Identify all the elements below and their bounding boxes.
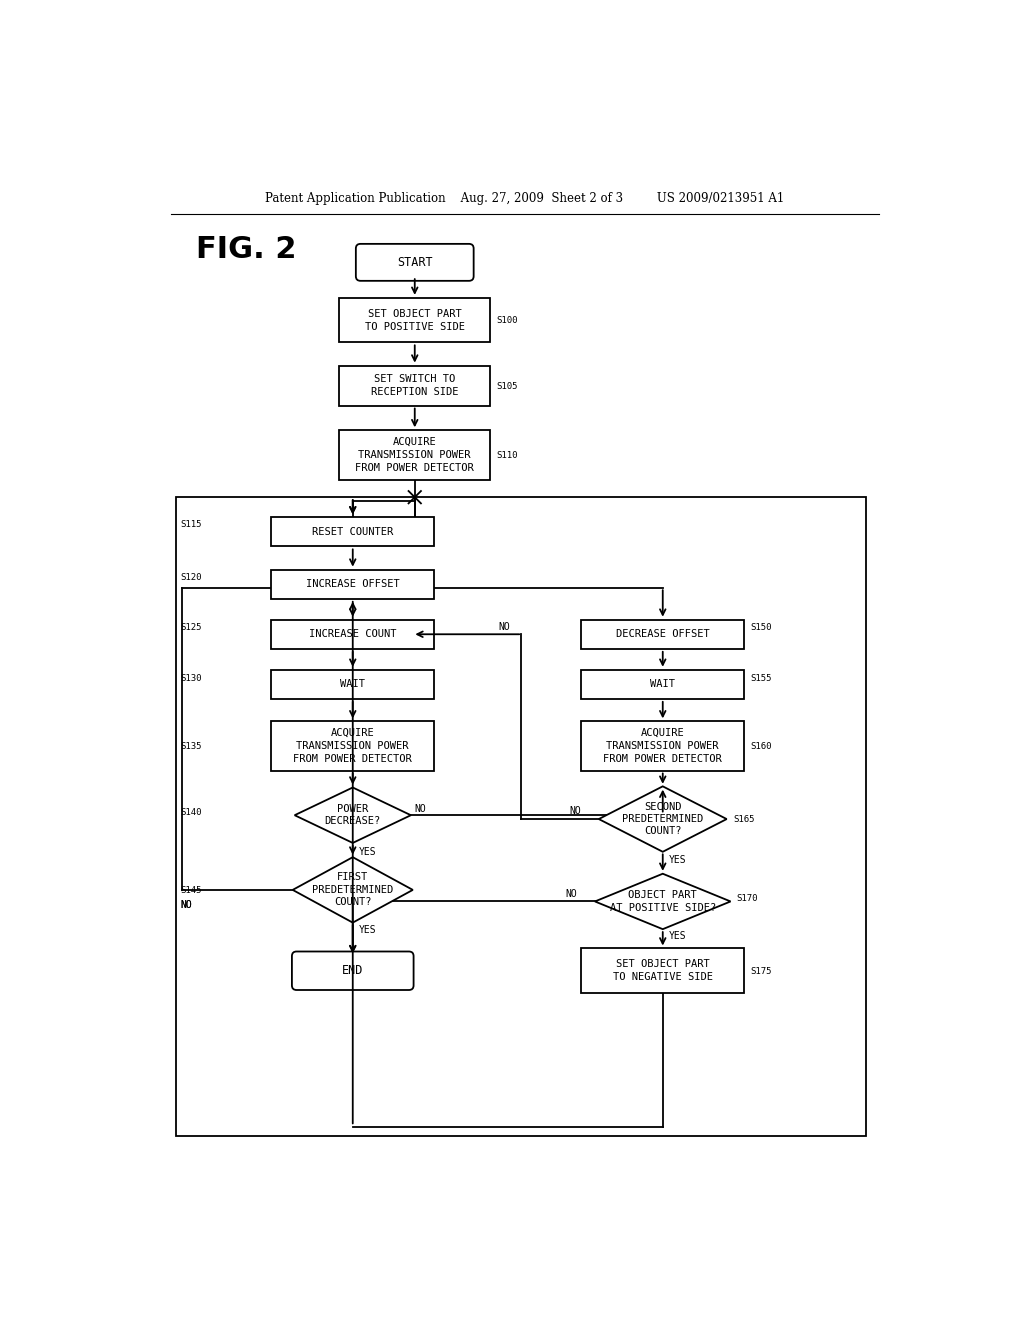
Text: YES: YES xyxy=(669,855,686,865)
Text: S110: S110 xyxy=(497,451,518,459)
Bar xyxy=(271,619,434,649)
Text: NO: NO xyxy=(566,888,578,899)
Bar xyxy=(582,721,744,771)
Text: FIRST
PREDETERMINED
COUNT?: FIRST PREDETERMINED COUNT? xyxy=(312,873,393,907)
Text: NO: NO xyxy=(498,622,510,631)
Text: S100: S100 xyxy=(497,317,518,325)
Polygon shape xyxy=(599,787,727,851)
Text: YES: YES xyxy=(359,925,377,935)
Text: S170: S170 xyxy=(736,894,758,903)
FancyBboxPatch shape xyxy=(292,952,414,990)
Bar xyxy=(582,669,744,700)
Bar xyxy=(271,570,434,599)
Text: SET OBJECT PART
TO NEGATIVE SIDE: SET OBJECT PART TO NEGATIVE SIDE xyxy=(612,960,713,982)
Bar xyxy=(339,298,490,342)
Text: S105: S105 xyxy=(497,381,518,391)
Bar xyxy=(176,498,866,1137)
Bar xyxy=(339,430,490,480)
Text: SET OBJECT PART
TO POSITIVE SIDE: SET OBJECT PART TO POSITIVE SIDE xyxy=(365,309,465,331)
Text: INCREASE OFFSET: INCREASE OFFSET xyxy=(306,579,399,589)
Polygon shape xyxy=(295,788,411,843)
Text: INCREASE COUNT: INCREASE COUNT xyxy=(309,630,396,639)
Text: POWER
DECREASE?: POWER DECREASE? xyxy=(325,804,381,826)
Bar xyxy=(582,619,744,649)
FancyBboxPatch shape xyxy=(356,244,474,281)
Bar xyxy=(339,366,490,405)
Text: WAIT: WAIT xyxy=(340,680,366,689)
Text: YES: YES xyxy=(359,847,377,857)
Text: S145: S145 xyxy=(180,886,202,895)
Text: WAIT: WAIT xyxy=(650,680,675,689)
Text: S140: S140 xyxy=(180,808,202,817)
Text: ACQUIRE
TRANSMISSION POWER
FROM POWER DETECTOR: ACQUIRE TRANSMISSION POWER FROM POWER DE… xyxy=(355,437,474,473)
Text: S125: S125 xyxy=(180,623,202,632)
Text: S165: S165 xyxy=(733,816,755,824)
Text: S115: S115 xyxy=(180,520,202,528)
Polygon shape xyxy=(595,874,730,929)
Text: START: START xyxy=(397,256,432,269)
Polygon shape xyxy=(293,857,413,923)
Bar xyxy=(271,517,434,546)
Text: NO: NO xyxy=(180,900,191,911)
Text: S175: S175 xyxy=(751,966,772,975)
Text: SET SWITCH TO
RECEPTION SIDE: SET SWITCH TO RECEPTION SIDE xyxy=(371,374,459,397)
Text: YES: YES xyxy=(669,931,686,941)
Text: RESET COUNTER: RESET COUNTER xyxy=(312,527,393,537)
Text: S160: S160 xyxy=(751,742,772,751)
Text: S120: S120 xyxy=(180,573,202,582)
Text: S150: S150 xyxy=(751,623,772,632)
Text: S130: S130 xyxy=(180,673,202,682)
Text: NO: NO xyxy=(180,900,191,911)
Text: DECREASE OFFSET: DECREASE OFFSET xyxy=(615,630,710,639)
Text: SECOND
PREDETERMINED
COUNT?: SECOND PREDETERMINED COUNT? xyxy=(623,801,703,837)
Text: Patent Application Publication    Aug. 27, 2009  Sheet 2 of 3         US 2009/02: Patent Application Publication Aug. 27, … xyxy=(265,191,784,205)
Bar xyxy=(271,669,434,700)
Text: OBJECT PART
AT POSITIVE SIDE?: OBJECT PART AT POSITIVE SIDE? xyxy=(609,890,716,912)
Text: ACQUIRE
TRANSMISSION POWER
FROM POWER DETECTOR: ACQUIRE TRANSMISSION POWER FROM POWER DE… xyxy=(603,727,722,764)
Text: S135: S135 xyxy=(180,742,202,751)
Bar xyxy=(271,721,434,771)
Text: S155: S155 xyxy=(751,673,772,682)
Text: ACQUIRE
TRANSMISSION POWER
FROM POWER DETECTOR: ACQUIRE TRANSMISSION POWER FROM POWER DE… xyxy=(293,727,412,764)
Text: FIG. 2: FIG. 2 xyxy=(197,235,297,264)
Text: NO: NO xyxy=(415,804,427,814)
Text: NO: NO xyxy=(569,807,582,816)
Text: END: END xyxy=(342,964,364,977)
Bar xyxy=(582,948,744,993)
